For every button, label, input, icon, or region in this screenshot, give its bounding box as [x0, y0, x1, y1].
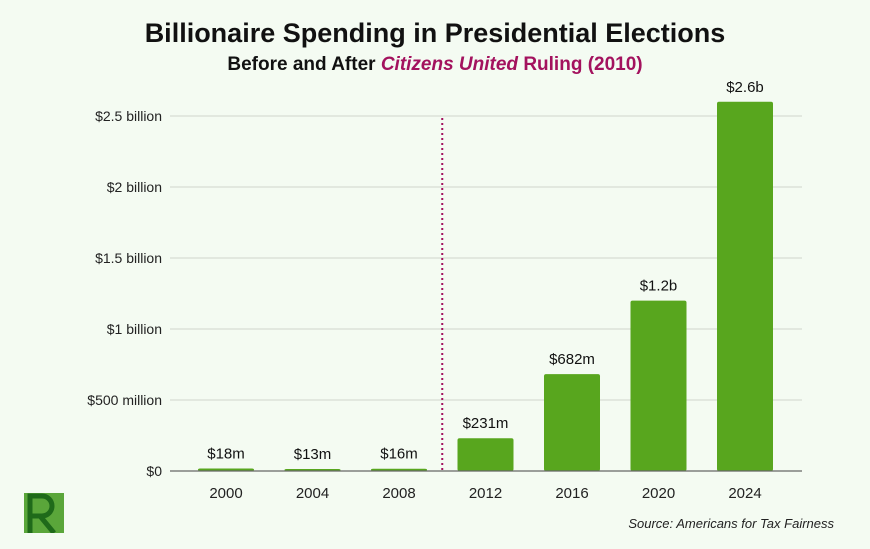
bar-2016: [544, 374, 600, 471]
data-label: $16m: [380, 446, 418, 463]
y-tick-label: $1.5 billion: [95, 250, 162, 266]
subtitle-emphasis: Citizens United: [380, 54, 519, 75]
y-tick-label: $1 billion: [107, 321, 162, 337]
data-label: $1.2b: [640, 278, 678, 295]
x-tick-label: 2012: [469, 485, 502, 502]
y-tick-label: $500 million: [87, 392, 162, 408]
bar-2000: [198, 468, 254, 471]
x-tick-label: 2020: [642, 485, 675, 502]
chart-title: Billionaire Spending in Presidential Ele…: [144, 18, 726, 48]
subtitle-prefix: Before and After: [227, 54, 381, 75]
bar-2012: [457, 438, 514, 471]
logo-r-icon: [24, 493, 64, 533]
data-label: $231m: [463, 415, 509, 432]
x-tick-label: 2008: [382, 485, 415, 502]
bar-2024: [717, 101, 773, 472]
x-tick-label: 2024: [728, 485, 761, 502]
x-tick-label: 2016: [555, 485, 588, 502]
bar-2020: [630, 300, 687, 471]
chart-subtitle: Before and After Citizens United Ruling …: [0, 54, 870, 76]
data-label: $13m: [294, 446, 332, 463]
source-note: Source: Americans for Tax Fairness: [628, 516, 834, 531]
data-label: $18m: [207, 445, 245, 462]
data-label: $2.6b: [726, 79, 764, 96]
y-tick-label: $2 billion: [107, 179, 162, 195]
y-tick-label: $2.5 billion: [95, 108, 162, 124]
x-tick-label: 2004: [296, 485, 329, 502]
data-label: $682m: [549, 351, 595, 368]
y-tick-label: $0: [146, 463, 162, 479]
logo: [24, 493, 64, 533]
subtitle-suffix: Ruling (2010): [518, 54, 643, 75]
x-tick-label: 2000: [209, 485, 242, 502]
